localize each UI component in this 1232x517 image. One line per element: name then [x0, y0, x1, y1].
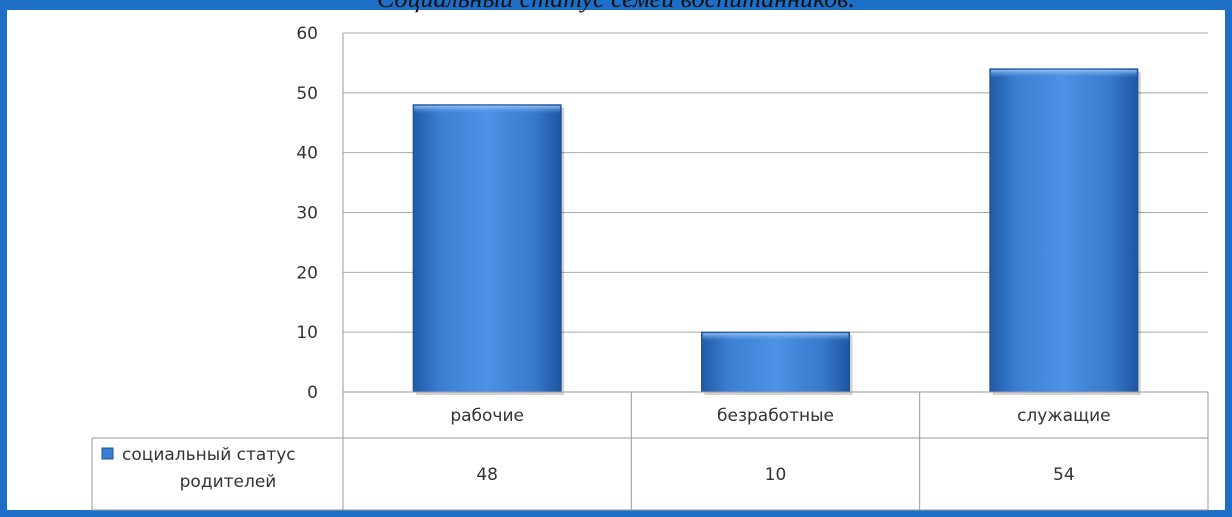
bar-highlight: [414, 105, 561, 114]
data-label: 10: [765, 465, 787, 485]
bar-рабочие: [412, 104, 565, 396]
x-category-label: служащие: [1017, 406, 1111, 426]
bar-highlight: [702, 333, 849, 342]
legend-key: [101, 447, 114, 460]
y-tick-label: 0: [307, 383, 318, 403]
x-category-label: безработные: [717, 406, 834, 426]
data-label: 54: [1053, 465, 1075, 485]
bar: [989, 68, 1139, 393]
y-tick-label: 50: [296, 84, 318, 104]
bar-highlight: [990, 69, 1137, 78]
bar-безработные: [701, 331, 853, 395]
x-category-label: рабочие: [450, 406, 524, 426]
y-tick-label: 20: [296, 263, 318, 283]
bar-служащие: [989, 68, 1141, 396]
legend-label: социальный статус родителей: [122, 445, 296, 492]
bar: [412, 104, 562, 393]
y-tick-label: 30: [296, 204, 318, 224]
y-tick-label: 60: [296, 24, 318, 44]
y-tick-label: 10: [296, 323, 318, 343]
y-tick-label: 40: [296, 144, 318, 164]
chart-title: Социальный статус семей воспитанников.: [0, 0, 1232, 14]
bar: [701, 331, 850, 393]
data-label: 48: [476, 465, 498, 485]
